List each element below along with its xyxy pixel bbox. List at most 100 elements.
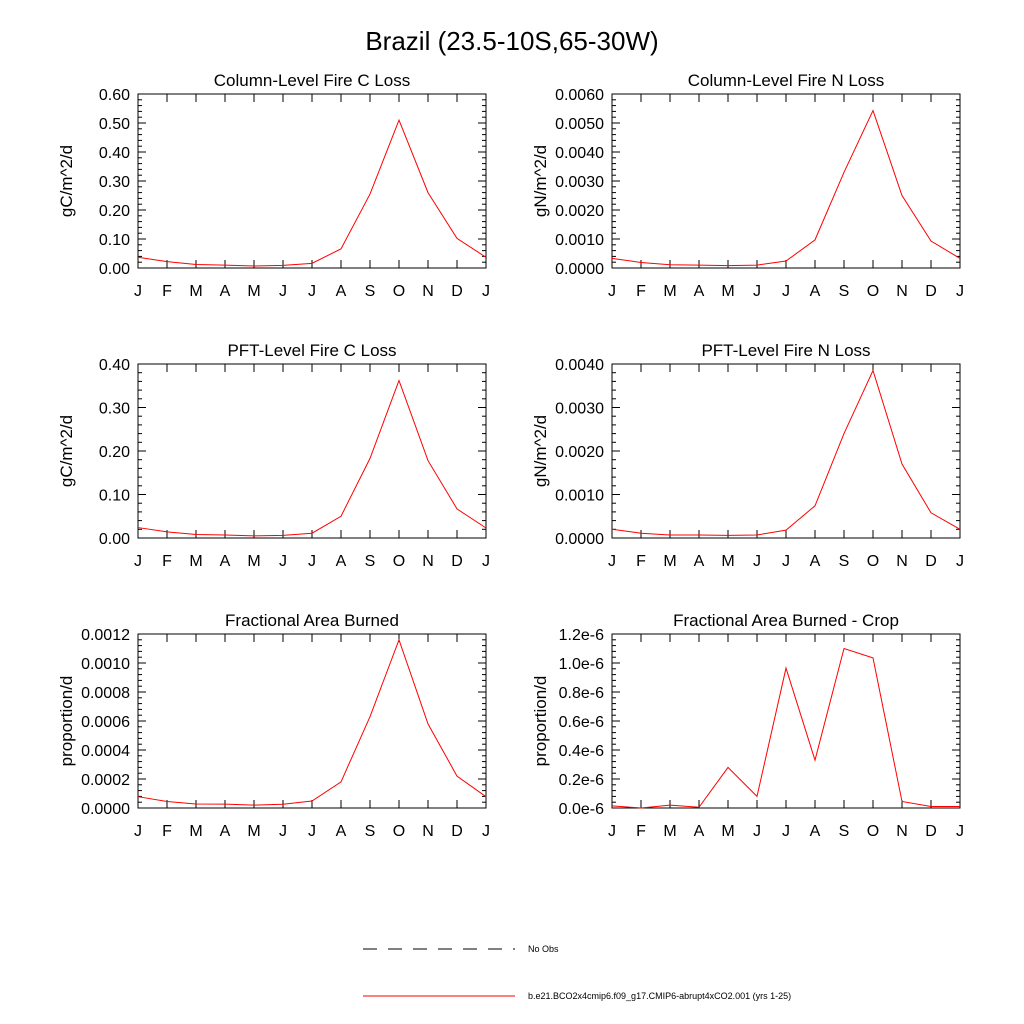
chart-column-level-fire-c-loss-xtick-label: N <box>422 283 434 300</box>
main-title: Brazil (23.5-10S,65-30W) <box>365 26 658 56</box>
chart-fractional-area-burned-xtick-label: J <box>482 823 490 840</box>
chart-fractional-area-burned-crop-ylabel: proportion/d <box>531 676 550 767</box>
chart-fractional-area-burned-crop-ytick-label: 0.0e-6 <box>559 801 604 818</box>
chart-pft-level-fire-n-loss-series-line <box>611 369 961 536</box>
chart-fractional-area-burned-crop-xtick-label: A <box>694 823 705 840</box>
chart-fractional-area-burned-xtick-label: F <box>162 823 172 840</box>
chart-pft-level-fire-c-loss-ytick-label: 0.40 <box>99 357 130 374</box>
chart-pft-level-fire-c-loss-frame <box>137 363 487 539</box>
chart-column-level-fire-c-loss-frame <box>137 93 487 269</box>
chart-column-level-fire-n-loss-ytick-label: 0.0060 <box>555 87 604 104</box>
chart-column-level-fire-n-loss-ylabel: gN/m^2/d <box>531 145 550 217</box>
chart-fractional-area-burned-crop-ytick-label: 0.6e-6 <box>559 714 604 731</box>
chart-column-level-fire-n-loss-xtick-label: M <box>663 283 676 300</box>
chart-pft-level-fire-n-loss-xtick-label: O <box>867 553 879 570</box>
chart-column-level-fire-c-loss-xtick-label: J <box>279 283 287 300</box>
chart-column-level-fire-c-loss-xtick-label: D <box>451 283 463 300</box>
chart-column-level-fire-n-loss-xtick-label: J <box>956 283 964 300</box>
chart-column-level-fire-n-loss-ytick-label: 0.0020 <box>555 203 604 220</box>
chart-column-level-fire-c-loss-ytick-label: 0.30 <box>99 174 130 191</box>
chart-fractional-area-burned-xtick-label: S <box>365 823 376 840</box>
chart-pft-level-fire-c-loss-xtick-label: J <box>279 553 287 570</box>
chart-fractional-area-burned-crop-ytick-label: 0.8e-6 <box>559 685 604 702</box>
legend-model-label: b.e21.BCO2x4cmip6.f09_g17.CMIP6-abrupt4x… <box>528 991 791 1001</box>
chart-pft-level-fire-n-loss-xtick-label: A <box>810 553 821 570</box>
chart-column-level-fire-n-loss-xtick-label: J <box>608 283 616 300</box>
chart-column-level-fire-n-loss-ytick-label: 0.0040 <box>555 145 604 162</box>
chart-pft-level-fire-n-loss-ytick-label: 0.0000 <box>555 531 604 548</box>
chart-column-level-fire-n-loss-xtick-label: A <box>810 283 821 300</box>
chart-fractional-area-burned-xtick-label: A <box>336 823 347 840</box>
chart-column-level-fire-n-loss-ytick-label: 0.0050 <box>555 116 604 133</box>
chart-fractional-area-burned-crop-xtick-label: N <box>896 823 908 840</box>
legend-obs-label: No Obs <box>528 944 559 954</box>
chart-column-level-fire-c-loss-xtick-label: A <box>220 283 231 300</box>
chart-fractional-area-burned-ytick-label: 0.0006 <box>81 714 130 731</box>
chart-pft-level-fire-c-loss-xtick-label: M <box>247 553 260 570</box>
chart-column-level-fire-n-loss-xtick-label: J <box>753 283 761 300</box>
chart-pft-level-fire-n-loss-frame <box>611 363 961 539</box>
chart-pft-level-fire-n-loss-xtick-label: S <box>839 553 850 570</box>
chart-pft-level-fire-n-loss-xtick-label: D <box>925 553 937 570</box>
chart-pft-level-fire-c-loss-ytick-label: 0.20 <box>99 444 130 461</box>
chart-fractional-area-burned-crop-xtick-label: J <box>608 823 616 840</box>
chart-pft-level-fire-n-loss-xtick-label: M <box>663 553 676 570</box>
chart-pft-level-fire-c-loss-xtick-label: J <box>134 553 142 570</box>
chart-pft-level-fire-c-loss-xtick-label: O <box>393 553 405 570</box>
chart-pft-level-fire-c-loss-xtick-label: S <box>365 553 376 570</box>
chart-pft-level-fire-c-loss-xtick-label: N <box>422 553 434 570</box>
chart-column-level-fire-c-loss-xtick-label: M <box>189 283 202 300</box>
chart-fractional-area-burned-ytick-label: 0.0000 <box>81 801 130 818</box>
chart-fractional-area-burned-crop-ytick-label: 0.4e-6 <box>559 743 604 760</box>
chart-fractional-area-burned-crop-xtick-label: A <box>810 823 821 840</box>
chart-column-level-fire-c-loss-ylabel: gC/m^2/d <box>57 145 76 217</box>
chart-column-level-fire-n-loss-frame <box>611 93 961 269</box>
chart-pft-level-fire-c-loss-xtick-label: D <box>451 553 463 570</box>
chart-pft-level-fire-n-loss-xtick-label: A <box>694 553 705 570</box>
chart-pft-level-fire-c-loss-xtick-label: M <box>189 553 202 570</box>
chart-fractional-area-burned-crop-xtick-label: S <box>839 823 850 840</box>
chart-pft-level-fire-c-loss-ytick-label: 0.30 <box>99 401 130 418</box>
chart-pft-level-fire-n-loss-ytick-label: 0.0010 <box>555 488 604 505</box>
chart-column-level-fire-n-loss-xtick-label: J <box>782 283 790 300</box>
chart-fractional-area-burned-series-line <box>137 638 487 806</box>
chart-fractional-area-burned-crop-xtick-label: F <box>636 823 646 840</box>
chart-fractional-area-burned-xtick-label: O <box>393 823 405 840</box>
chart-column-level-fire-n-loss-series-line <box>611 109 961 267</box>
chart-fractional-area-burned-xtick-label: A <box>220 823 231 840</box>
chart-column-level-fire-c-loss-xtick-label: M <box>247 283 260 300</box>
chart-column-level-fire-c-loss-xtick-label: S <box>365 283 376 300</box>
chart-column-level-fire-n-loss-xtick-label: S <box>839 283 850 300</box>
chart-column-level-fire-n-loss-ytick-label: 0.0030 <box>555 174 604 191</box>
chart-pft-level-fire-c-loss-ytick-label: 0.00 <box>99 531 130 548</box>
chart-fractional-area-burned-title: Fractional Area Burned <box>225 611 399 630</box>
chart-fractional-area-burned-ytick-label: 0.0010 <box>81 656 130 673</box>
chart-fractional-area-burned-ytick-label: 0.0012 <box>81 627 130 644</box>
chart-column-level-fire-n-loss-xtick-label: M <box>721 283 734 300</box>
chart-column-level-fire-n-loss-xtick-label: D <box>925 283 937 300</box>
chart-fractional-area-burned-crop-xtick-label: M <box>721 823 734 840</box>
chart-fractional-area-burned-crop-ytick-label: 0.2e-6 <box>559 772 604 789</box>
chart-fractional-area-burned-crop-xtick-label: J <box>782 823 790 840</box>
chart-column-level-fire-c-loss-xtick-label: A <box>336 283 347 300</box>
chart-pft-level-fire-c-loss-xtick-label: F <box>162 553 172 570</box>
chart-fractional-area-burned-ytick-label: 0.0002 <box>81 772 130 789</box>
chart-column-level-fire-n-loss-xtick-label: F <box>636 283 646 300</box>
chart-column-level-fire-n-loss-xtick-label: A <box>694 283 705 300</box>
chart-fractional-area-burned-ytick-label: 0.0004 <box>81 743 130 760</box>
chart-column-level-fire-n-loss-ytick-label: 0.0000 <box>555 261 604 278</box>
legend: No Obs b.e21.BCO2x4cmip6.f09_g17.CMIP6-a… <box>363 944 791 1001</box>
chart-fractional-area-burned-xtick-label: J <box>279 823 287 840</box>
chart-column-level-fire-c-loss-xtick-label: J <box>134 283 142 300</box>
chart-fractional-area-burned-xtick-label: J <box>134 823 142 840</box>
chart-pft-level-fire-c-loss-xtick-label: J <box>308 553 316 570</box>
chart-fractional-area-burned-crop-xtick-label: J <box>956 823 964 840</box>
chart-column-level-fire-n-loss-xtick-label: N <box>896 283 908 300</box>
chart-pft-level-fire-n-loss-xtick-label: M <box>721 553 734 570</box>
chart-fractional-area-burned-xtick-label: D <box>451 823 463 840</box>
